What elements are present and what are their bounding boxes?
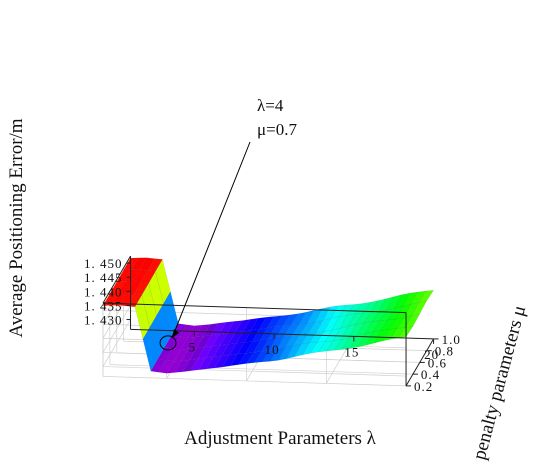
y-tick-label: 0.6 [428, 355, 447, 370]
y-tick-label: 0.8 [435, 344, 454, 359]
x-tick-label: 15 [344, 344, 359, 359]
surface-patch [410, 290, 426, 305]
z-tick-label: 1. 440 [84, 284, 123, 299]
annotation-circle [159, 335, 177, 351]
y-tick-label: 0.2 [414, 379, 433, 394]
surface-patch [322, 305, 339, 321]
z-tick-label: 1. 430 [84, 313, 123, 328]
surface-patch [163, 291, 179, 336]
grid-line-floor-mu [102, 376, 407, 387]
surface-patch [203, 323, 219, 337]
surface-patch [418, 290, 434, 303]
surface-patch [123, 257, 139, 271]
surface-patch [266, 315, 283, 329]
annotation-arrow [171, 141, 251, 339]
y-axis-label: penalty parameters μ [469, 303, 530, 462]
surface-patch [362, 300, 379, 314]
x-tick-label: 10 [265, 342, 280, 357]
surface-patch [195, 324, 211, 338]
annotation-arrowhead [172, 328, 180, 338]
surface-patch [155, 258, 171, 304]
x-axis-label: Adjustment Parameters λ [184, 428, 377, 449]
surface-patch [282, 313, 299, 326]
y-tick-label: 0.4 [421, 367, 440, 382]
surface-patch [306, 308, 323, 324]
surface-patch [346, 303, 363, 316]
z-axis-label: Average Positioning Error/m [6, 118, 27, 337]
z-tick-label: 1. 450 [84, 256, 123, 271]
y-tick-label: 1.0 [442, 332, 461, 347]
top-back-edge [102, 302, 407, 314]
surface-patch [298, 310, 315, 325]
annotation-mu: μ=0.7 [257, 120, 297, 139]
optimum-annotation: λ=4 μ=0.7 [159, 96, 297, 351]
surface-patch [314, 306, 331, 323]
z-tick-label: 1. 435 [84, 298, 123, 313]
annotation-lambda: λ=4 [257, 96, 284, 115]
surface-patch [402, 291, 418, 307]
surface-patch [139, 257, 155, 271]
surface-patch [147, 258, 163, 272]
x-tick-label: 5 [189, 339, 197, 354]
surface-patch [131, 257, 147, 270]
surface-patch [290, 312, 307, 326]
z-tick-label: 1. 445 [84, 270, 123, 285]
x-axis-line [130, 328, 434, 340]
top-left-edge [102, 255, 131, 304]
surface-patch [258, 316, 275, 330]
